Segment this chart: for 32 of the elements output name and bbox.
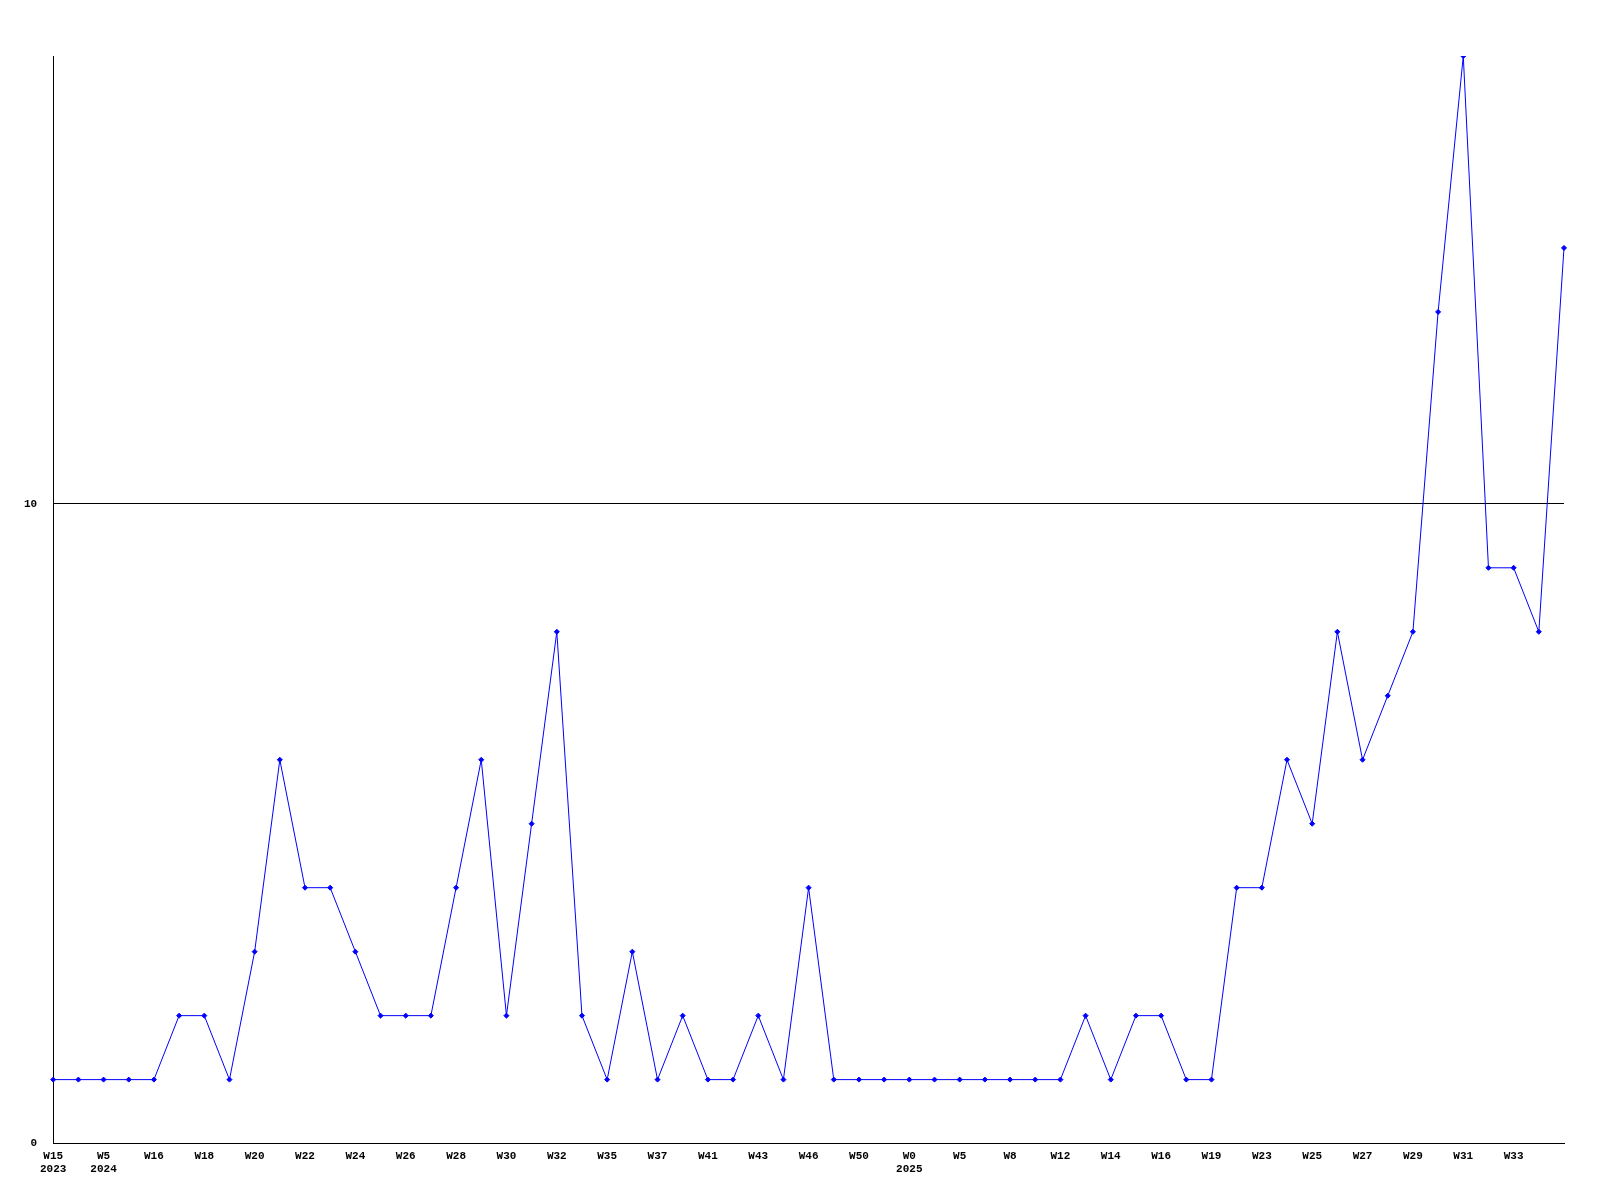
x-tick-label: W24 [345,1149,366,1162]
x-tick-label: W33 [1503,1149,1524,1162]
x-tick-label: W20 [244,1149,265,1162]
x-tick-label: W29 [1403,1149,1423,1162]
x-tick-label: W25 [1302,1149,1323,1162]
y-tick-label: 10 [24,497,38,510]
x-tick-label: W37 [647,1149,668,1162]
x-tick-label: W19 [1201,1149,1222,1162]
x-tick-label: W41 [697,1149,719,1162]
x-tick-label: W27 [1352,1149,1373,1162]
x-tick-label: W43 [748,1149,769,1162]
x-tick-label: W30 [496,1149,517,1162]
y-tick-label: 0 [30,1137,38,1150]
x-tick-label: W8 [1003,1149,1018,1162]
x-tick-label: W18 [194,1149,215,1162]
x-tick-label: W5 [953,1149,967,1162]
x-tick-label: W35 [597,1149,618,1162]
x-tick-label: W16 [1151,1149,1172,1162]
x-tick-label: W5 2024 [90,1149,118,1176]
x-tick-label: W0 2025 [896,1149,923,1176]
x-tick-label: W12 [1050,1149,1071,1162]
x-tick-label: W50 [849,1149,869,1162]
x-tick-label: W28 [446,1149,467,1162]
x-tick-label: W46 [798,1149,819,1162]
x-tick-label: W26 [395,1149,416,1162]
x-tick-label: W14 [1100,1149,1122,1162]
x-tick-label: W32 [546,1149,567,1162]
x-tick-label: W22 [295,1149,315,1162]
x-tick-label: W23 [1251,1149,1273,1162]
x-tick-label: W15 2023 [40,1149,67,1176]
x-tick-label: W16 [144,1149,164,1162]
x-tick-label: W31 [1453,1149,1474,1162]
